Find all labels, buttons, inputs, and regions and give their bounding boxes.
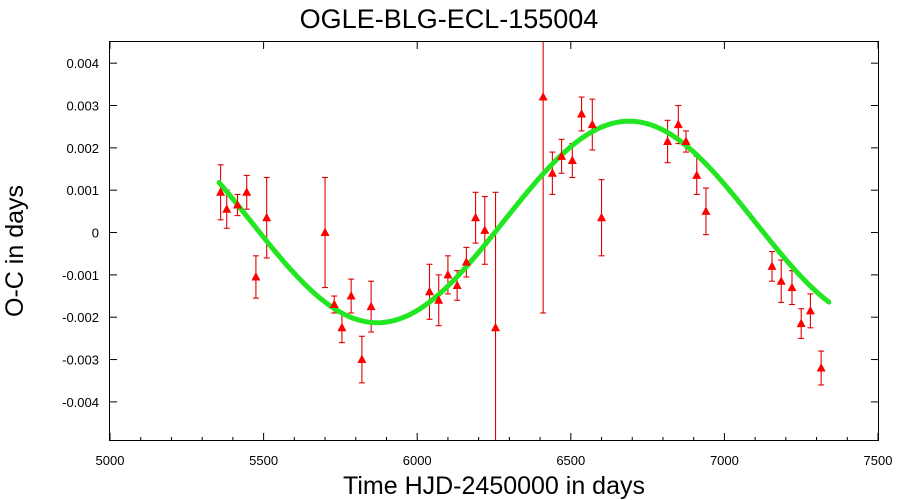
x-tick-label: 5000 [96,453,125,468]
data-point [663,136,673,145]
data-point [587,119,597,129]
data-point [471,212,481,222]
data-point [547,168,557,177]
data-point [337,322,347,332]
data-point [701,206,711,215]
data-point [597,212,607,222]
data-point [366,301,376,311]
y-tick-label: -0.001 [62,268,99,283]
data-point [216,187,226,196]
data-points [216,92,826,372]
y-tick-label: 0 [92,226,99,241]
y-tick-label: 0.001 [66,183,99,198]
y-tick-label: 0.003 [66,99,99,114]
y-tick-label: -0.002 [62,310,99,325]
data-point [443,269,453,279]
y-tick-label: 0.004 [66,56,99,71]
data-point [577,108,587,118]
y-tick-label: 0.002 [66,141,99,156]
data-point [461,257,471,266]
data-point [222,204,232,213]
data-point [320,227,330,237]
y-axis-label: O-C in days [1,185,29,317]
data-point [262,212,272,222]
data-point [557,151,567,160]
axis-ticks [109,42,879,440]
data-point [538,92,548,101]
data-point [681,136,691,145]
plot-frame [109,41,879,441]
fit-curve [216,118,832,326]
data-point [776,276,786,285]
data-point [232,200,242,209]
data-point [787,282,797,292]
data-point [452,280,462,289]
x-tick-label: 7000 [710,453,739,468]
x-axis-label: Time HJD-2450000 in days [343,472,645,500]
x-tick-label: 6000 [403,453,432,468]
data-point [805,305,815,315]
x-tick-label: 7500 [864,453,893,468]
data-point [767,261,777,270]
x-tick-label: 6500 [556,453,585,468]
y-tick-label: -0.003 [62,353,99,368]
data-point [673,119,683,129]
data-point [242,187,252,196]
data-point [434,295,444,304]
data-point [567,155,577,165]
data-point [692,170,702,179]
data-point [424,286,434,296]
data-point [480,225,490,234]
chart-title: OGLE-BLG-ECL-155004 [300,4,599,34]
x-tick-label: 5500 [249,453,278,468]
data-point [491,322,501,332]
data-point [796,318,806,328]
data-point [357,354,367,364]
data-point [816,363,826,372]
tick-labels: 5000 5500 6000 6500 7000 7500 0.004 0.003 0.002 0… [62,56,892,468]
y-tick-label: -0.004 [62,395,99,410]
data-point [346,291,356,300]
error-bars [217,42,825,440]
data-point [251,271,261,281]
data-point [329,299,339,309]
